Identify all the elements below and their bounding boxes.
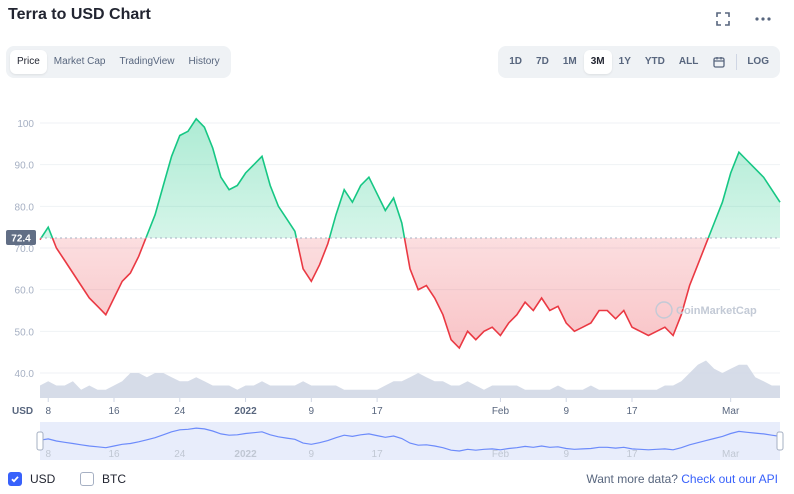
watermark-text: CoinMarketCap: [676, 305, 757, 317]
y-tick-label: 70.0: [15, 244, 35, 255]
expand-icon[interactable]: [714, 10, 732, 28]
y-tick-label: 60.0: [15, 286, 35, 297]
tab-market-cap[interactable]: Market Cap: [53, 56, 106, 67]
price-line-down: [39, 238, 710, 350]
range-1d[interactable]: 1D: [509, 56, 523, 67]
volume-shape: [40, 360, 780, 398]
navigator-tick-label: 2022: [234, 449, 257, 460]
chart-type-tabs: Price Market Cap TradingView History: [6, 46, 231, 78]
range-1m[interactable]: 1M: [562, 56, 577, 67]
coinmarketcap-watermark: CoinMarketCap: [655, 301, 757, 319]
x-tick-label: 17: [626, 406, 638, 417]
navigator-tick-label: 9: [309, 449, 315, 460]
tab-tradingview[interactable]: TradingView: [119, 56, 175, 67]
x-tick-label: 9: [563, 406, 569, 417]
x-tick-label: 8: [45, 406, 51, 417]
tab-history[interactable]: History: [188, 56, 220, 67]
price-chart[interactable]: 72.4 40.0 50.0 60.0 70.0 80.0 90.0 100 USD 8 16 24…: [0, 90, 794, 466]
range-navigator[interactable]: 8 16 24 2022 9 17 Feb 9 17 Mar: [36, 422, 784, 460]
navigator-background: [40, 422, 780, 460]
navigator-tick-label: 9: [563, 449, 569, 460]
price-line: [39, 117, 781, 350]
y-axis-unit: USD: [12, 406, 33, 417]
y-tick-label: 100: [17, 119, 34, 130]
range-ytd[interactable]: YTD: [644, 56, 665, 67]
range-1y[interactable]: 1Y: [618, 56, 631, 67]
x-tick-label: 2022: [234, 406, 257, 417]
navigator-tick-label: 17: [626, 449, 638, 460]
x-tick-label: 17: [372, 406, 384, 417]
range-all[interactable]: ALL: [678, 56, 699, 67]
navigator-left-handle[interactable]: [36, 431, 44, 451]
y-tick-label: 40.0: [15, 369, 35, 380]
price-area-down: [40, 238, 780, 348]
api-promo-text: Want more data?: [586, 472, 678, 486]
footer: USD BTC Want more data? Check out our AP…: [0, 468, 794, 490]
checkbox-checked-icon: [8, 472, 22, 486]
api-promo: Want more data? Check out our API: [586, 472, 778, 486]
more-dots-icon[interactable]: [754, 10, 772, 28]
usd-checkbox[interactable]: USD: [8, 472, 55, 486]
y-tick-label: 50.0: [15, 327, 35, 338]
navigator-tick-label: Mar: [722, 449, 740, 460]
page-title: Terra to USD Chart: [8, 6, 151, 23]
calendar-icon[interactable]: [705, 50, 733, 74]
log-toggle[interactable]: LOG: [747, 56, 769, 67]
volume-area: [40, 360, 780, 398]
y-tick-label: 90.0: [15, 161, 35, 172]
x-tick-label: Feb: [492, 406, 510, 417]
checkbox-empty-icon: [80, 472, 94, 486]
reference-price-tag: [6, 230, 36, 245]
price-area-up: [40, 118, 780, 238]
time-range-tabs: 1D 7D 1M 3M 1Y YTD ALL LOG: [498, 46, 780, 78]
price-line-up: [40, 117, 781, 238]
x-tick-label: 16: [108, 406, 120, 417]
navigator-tick-label: Feb: [492, 449, 510, 460]
navigator-tick-label: 17: [372, 449, 384, 460]
tab-price[interactable]: Price: [10, 50, 47, 74]
reference-line: 72.4: [6, 230, 780, 245]
range-7d[interactable]: 7D: [536, 56, 549, 67]
range-3m[interactable]: 3M: [583, 50, 612, 74]
price-area: [40, 118, 780, 348]
btc-label: BTC: [102, 472, 126, 486]
navigator-tick-label: 8: [45, 449, 51, 460]
y-tick-label: 80.0: [15, 202, 35, 213]
navigator-tick-label: 16: [108, 449, 120, 460]
navigator-tick-label: 24: [174, 449, 186, 460]
divider: [736, 54, 738, 70]
navigator-line: [39, 427, 781, 452]
api-link[interactable]: Check out our API: [681, 472, 778, 486]
x-tick-label: 9: [309, 406, 315, 417]
axes: 40.0 50.0 60.0 70.0 80.0 90.0 100 USD 8 16 24 2022 9…: [12, 119, 740, 417]
usd-label: USD: [30, 472, 56, 486]
reference-price-label: 72.4: [11, 234, 31, 245]
btc-checkbox[interactable]: BTC: [80, 472, 126, 486]
x-tick-label: 24: [174, 406, 186, 417]
coinmarketcap-logo-icon: [655, 301, 673, 319]
navigator-right-handle[interactable]: [776, 431, 784, 451]
x-tick-label: Mar: [722, 406, 740, 417]
chart-toolbar: [714, 10, 772, 28]
